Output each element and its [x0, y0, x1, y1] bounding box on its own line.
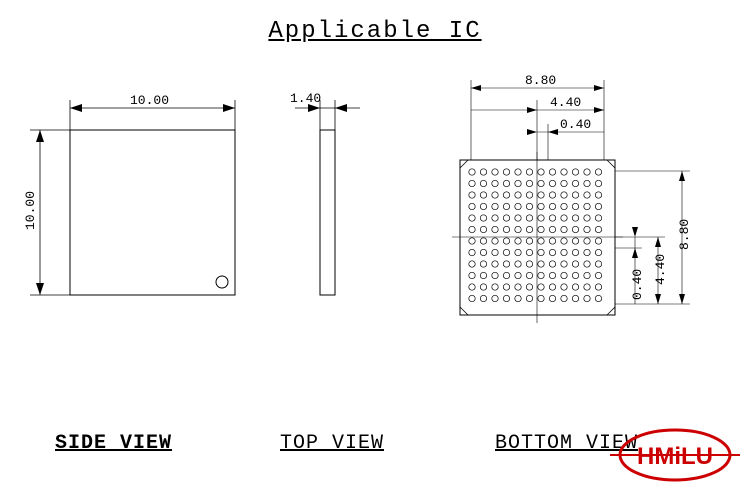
- side-width-dim: 10.00: [130, 93, 169, 108]
- bottom-dim-4-40-v: 4.40: [653, 254, 668, 285]
- bga-grid: [469, 169, 602, 302]
- bottom-dim-0-40-h: 0.40: [560, 117, 591, 132]
- side-height-dim: 10.00: [23, 191, 38, 230]
- bottom-dim-8-80-h: 8.80: [525, 73, 556, 88]
- bottom-dim-4-40-h: 4.40: [550, 95, 581, 110]
- top-width-dim: 1.40: [290, 91, 321, 106]
- bottom-view-drawing: 8.80 4.40 0.40 8.80 4.40 0.40: [430, 40, 750, 390]
- side-view-drawing: 10.00 10.00: [0, 60, 280, 390]
- bottom-dim-0-40-v: 0.40: [630, 269, 645, 300]
- side-view-label: SIDE VIEW: [55, 432, 172, 455]
- bottom-dim-8-80-v: 8.80: [677, 219, 692, 250]
- logo-text: HMiLU: [637, 443, 713, 470]
- top-view-label: TOP VIEW: [280, 432, 384, 455]
- brand-logo: HMiLU: [610, 420, 740, 490]
- top-view-drawing: 1.40: [260, 60, 420, 390]
